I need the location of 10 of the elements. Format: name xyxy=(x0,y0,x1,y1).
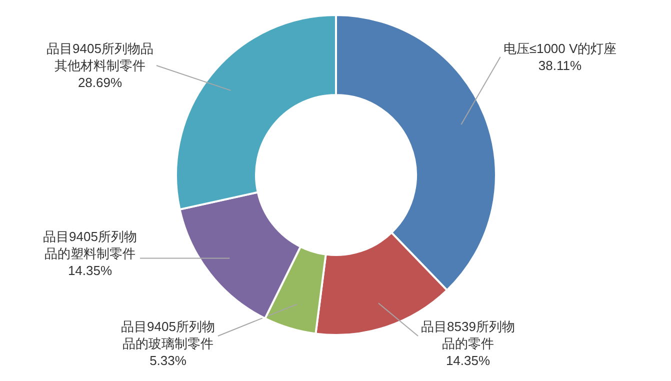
slice-label: 品目8539所列物品的零件 xyxy=(421,319,515,351)
slice-label: 品目9405所列物品的塑料制零件 xyxy=(43,229,137,261)
data-label: 38.11% xyxy=(538,58,582,73)
slice-label: 品目9405所列物品其他材料制零件 xyxy=(46,41,154,73)
data-label: 5.33% xyxy=(150,353,187,368)
data-label: 14.35% xyxy=(68,263,112,278)
data-label: 28.69% xyxy=(78,75,122,90)
data-label: 14.35% xyxy=(446,353,490,368)
slice-label: 品目9405所列物品的玻璃制零件 xyxy=(121,319,215,351)
slice-label: 电压≤1000 V的灯座 xyxy=(503,41,617,56)
